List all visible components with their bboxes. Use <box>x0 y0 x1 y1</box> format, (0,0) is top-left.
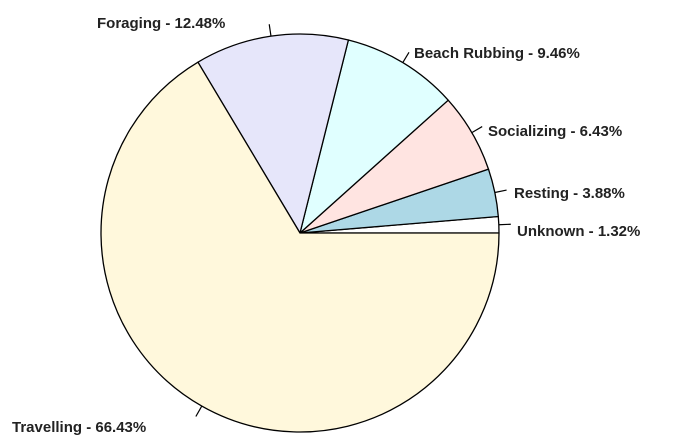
label-tick-3 <box>403 52 409 62</box>
slice-label-4: Foraging - 12.48% <box>97 15 225 32</box>
label-tick-4 <box>269 24 271 36</box>
label-tick-1 <box>495 190 507 192</box>
slice-label-5: Travelling - 66.43% <box>12 419 146 436</box>
slice-label-2: Socializing - 6.43% <box>488 123 622 140</box>
slice-label-0: Unknown - 1.32% <box>517 223 640 240</box>
slice-label-3: Beach Rubbing - 9.46% <box>414 45 580 62</box>
slice-label-1: Resting - 3.88% <box>514 185 625 202</box>
label-tick-2 <box>472 127 482 133</box>
label-tick-5 <box>196 406 202 416</box>
slices-layer <box>101 34 499 432</box>
